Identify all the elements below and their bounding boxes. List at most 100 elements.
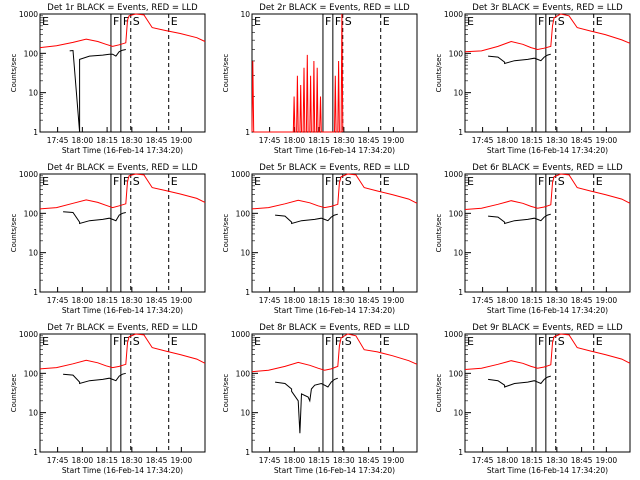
x-axis-label: Start Time (16-Feb-14 17:34:20) bbox=[62, 146, 183, 155]
y-tick-label: 10 bbox=[240, 10, 250, 19]
panel-title: Det 6r BLACK = Events, RED = LLD bbox=[472, 163, 623, 173]
y-tick-label: 1 bbox=[33, 288, 38, 297]
detector-panel: Det 6r BLACK = Events, RED = LLD 1 10 100 10… bbox=[435, 163, 631, 315]
x-tick-label: 19:00 bbox=[171, 296, 193, 305]
x-tick-label: 18:15 bbox=[308, 456, 330, 465]
x-tick-label: 19:00 bbox=[596, 136, 618, 145]
marker-label: S bbox=[345, 15, 352, 28]
x-axis-label: Start Time (16-Feb-14 17:34:20) bbox=[487, 306, 608, 315]
panel-title: Det 1r BLACK = Events, RED = LLD bbox=[47, 3, 198, 13]
y-axis-label: Counts/sec bbox=[10, 214, 18, 253]
marker-label: F bbox=[538, 175, 544, 188]
series-line bbox=[464, 173, 631, 210]
detector-panel: Det 1r BLACK = Events, RED = LLD 1 10 100 10… bbox=[10, 3, 206, 155]
marker-label: F bbox=[548, 335, 554, 348]
detector-panel: Det 5r BLACK = Events, RED = LLD 1 10 100 10… bbox=[222, 163, 418, 315]
series-line bbox=[63, 211, 126, 225]
series-line bbox=[251, 333, 418, 373]
x-tick-label: 18:00 bbox=[284, 136, 306, 145]
x-tick-label: 18:00 bbox=[284, 296, 306, 305]
y-tick-label: 100 bbox=[24, 49, 39, 58]
x-tick-label: 18:15 bbox=[96, 456, 118, 465]
marker-label: E bbox=[171, 15, 178, 28]
marker-label: E bbox=[596, 15, 603, 28]
y-tick-label: 100 bbox=[24, 209, 39, 218]
marker-label: S bbox=[133, 15, 140, 28]
series-line bbox=[464, 333, 631, 370]
plot-frame bbox=[464, 333, 631, 453]
marker-label: F bbox=[123, 335, 129, 348]
y-tick-label: 1000 bbox=[444, 170, 463, 179]
series-line bbox=[488, 53, 551, 65]
x-tick-label: 18:30 bbox=[546, 136, 568, 145]
marker-label: F bbox=[325, 335, 331, 348]
x-tick-label: 19:00 bbox=[596, 456, 618, 465]
x-tick-label: 17:45 bbox=[472, 296, 494, 305]
y-axis-label: Counts/sec bbox=[10, 374, 18, 413]
x-tick-label: 18:30 bbox=[333, 296, 355, 305]
plot-frame bbox=[464, 13, 631, 133]
marker-label: E bbox=[42, 15, 49, 28]
x-tick-label: 18:30 bbox=[333, 136, 355, 145]
marker-label: E bbox=[254, 175, 261, 188]
y-tick-label: 1000 bbox=[19, 170, 38, 179]
marker-label: E bbox=[467, 175, 474, 188]
marker-label: E bbox=[467, 15, 474, 28]
marker-label: E bbox=[596, 335, 603, 348]
x-tick-label: 18:00 bbox=[497, 456, 519, 465]
marker-label: E bbox=[171, 175, 178, 188]
x-axis-label: Start Time (16-Feb-14 17:34:20) bbox=[274, 146, 395, 155]
y-tick-label: 100 bbox=[449, 369, 464, 378]
y-tick-label: 1 bbox=[458, 128, 463, 137]
x-tick-label: 18:30 bbox=[546, 296, 568, 305]
marker-label: E bbox=[42, 335, 49, 348]
x-tick-label: 18:45 bbox=[358, 456, 380, 465]
marker-label: F bbox=[335, 175, 341, 188]
marker-label: E bbox=[383, 15, 390, 28]
y-axis-label: Counts/sec bbox=[222, 54, 230, 93]
y-axis-label: Counts/sec bbox=[435, 214, 443, 253]
marker-label: F bbox=[113, 15, 119, 28]
x-tick-label: 18:45 bbox=[571, 296, 593, 305]
x-tick-label: 18:45 bbox=[571, 456, 593, 465]
y-tick-label: 100 bbox=[24, 369, 39, 378]
x-tick-label: 18:45 bbox=[146, 136, 168, 145]
x-tick-label: 19:00 bbox=[171, 456, 193, 465]
x-tick-label: 18:45 bbox=[571, 136, 593, 145]
x-tick-label: 19:00 bbox=[596, 296, 618, 305]
x-tick-label: 19:00 bbox=[383, 456, 405, 465]
marker-label: S bbox=[345, 335, 352, 348]
x-tick-label: 19:00 bbox=[383, 136, 405, 145]
plot-frame bbox=[251, 333, 418, 453]
x-tick-label: 18:30 bbox=[121, 296, 143, 305]
marker-label: F bbox=[123, 15, 129, 28]
x-tick-label: 18:45 bbox=[146, 296, 168, 305]
marker-label: F bbox=[113, 335, 119, 348]
x-tick-label: 18:00 bbox=[284, 456, 306, 465]
marker-label: S bbox=[558, 175, 565, 188]
series-line bbox=[39, 13, 206, 49]
marker-label: S bbox=[133, 335, 140, 348]
x-tick-label: 18:15 bbox=[521, 296, 543, 305]
panel-title: Det 5r BLACK = Events, RED = LLD bbox=[259, 163, 410, 173]
x-tick-label: 18:45 bbox=[146, 456, 168, 465]
marker-label: F bbox=[335, 15, 341, 28]
y-tick-label: 1 bbox=[33, 128, 38, 137]
y-tick-label: 1 bbox=[458, 448, 463, 457]
y-tick-label: 1000 bbox=[19, 10, 38, 19]
marker-label: F bbox=[548, 175, 554, 188]
x-tick-label: 17:45 bbox=[47, 456, 69, 465]
plot-frame bbox=[464, 173, 631, 293]
detector-panel: Det 3r BLACK = Events, RED = LLD 1 10 100 10… bbox=[435, 3, 631, 155]
marker-label: S bbox=[558, 15, 565, 28]
y-tick-label: 10 bbox=[240, 249, 250, 258]
marker-label: E bbox=[467, 335, 474, 348]
x-tick-label: 17:45 bbox=[47, 296, 69, 305]
marker-label: E bbox=[254, 15, 261, 28]
panel-title: Det 9r BLACK = Events, RED = LLD bbox=[472, 323, 623, 333]
marker-label: E bbox=[383, 175, 390, 188]
y-tick-label: 10 bbox=[453, 409, 463, 418]
series-line bbox=[275, 213, 338, 225]
x-tick-label: 19:00 bbox=[383, 296, 405, 305]
